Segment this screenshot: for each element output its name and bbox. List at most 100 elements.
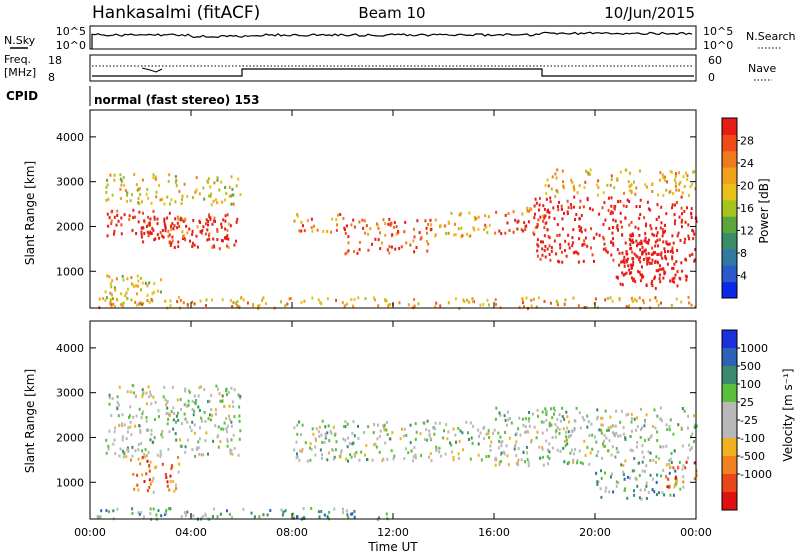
power-cell: [558, 200, 560, 204]
vel-cell: [457, 456, 460, 460]
vel-cell: [242, 507, 245, 511]
power-cell: [126, 199, 128, 203]
vel-cell: [186, 404, 189, 408]
power-cell: [582, 243, 585, 246]
power-cell: [628, 238, 631, 241]
power-cell: [543, 207, 546, 211]
power-cell: [595, 232, 598, 236]
vel-cell: [180, 515, 183, 519]
vel-cell: [586, 445, 589, 449]
vel-cell: [623, 489, 626, 492]
vel-cell: [118, 385, 121, 389]
vel-cell: [351, 442, 354, 446]
vel-cell: [128, 414, 131, 418]
vel-cell: [614, 424, 617, 428]
power-region-0: [106, 208, 173, 238]
power-cell: [344, 228, 346, 232]
vel-cell: [536, 408, 539, 412]
velocity-frame: [89, 320, 697, 520]
power-cell: [650, 227, 653, 231]
vel-cell: [578, 411, 581, 415]
power-cell: [427, 223, 430, 226]
power-cell: [300, 229, 303, 233]
velocity-colorbar-swatch: [722, 402, 737, 421]
power-cell: [661, 173, 664, 177]
vel-cell: [137, 488, 140, 492]
power-region-5: [293, 213, 345, 234]
power-cell: [610, 178, 613, 182]
power-cell: [181, 230, 184, 234]
vel-cell: [573, 452, 575, 456]
power-cell: [137, 197, 140, 200]
power-cell: [208, 232, 211, 236]
power-cell: [226, 234, 229, 238]
vel-cell: [641, 444, 644, 448]
power-cell: [649, 224, 652, 228]
vel-cell: [172, 406, 175, 410]
power-cell: [557, 205, 559, 208]
vel-cell: [624, 459, 627, 463]
power-cell: [644, 183, 647, 187]
power-cell: [539, 215, 542, 219]
vel-cell: [550, 423, 553, 427]
vel-cell: [588, 462, 591, 466]
vel-cell: [333, 433, 336, 437]
vel-cell: [141, 394, 144, 398]
vel-cell: [563, 460, 566, 464]
vel-cell: [198, 386, 201, 390]
vel-cell: [613, 434, 616, 438]
vel-cell: [197, 440, 200, 444]
vel-cell: [435, 448, 438, 452]
power-cell: [353, 297, 356, 301]
vel-cell: [312, 432, 315, 436]
power-cell: [664, 178, 666, 182]
power-cell: [126, 191, 129, 195]
vel-cell: [503, 414, 506, 418]
power-cell: [624, 241, 627, 245]
power-cell: [593, 236, 596, 240]
power-cell: [629, 263, 632, 267]
power-cell: [546, 247, 549, 251]
power-cell: [125, 291, 128, 295]
power-cell: [552, 206, 555, 210]
vel-cell: [360, 450, 363, 454]
power-cell: [417, 302, 420, 306]
power-cell: [615, 226, 618, 230]
power-cell: [105, 198, 108, 202]
vel-cell: [199, 426, 201, 430]
power-cell: [583, 239, 586, 243]
vel-cell: [200, 419, 203, 423]
vel-cell: [499, 413, 502, 417]
vel-cell: [152, 507, 155, 511]
vel-cell: [378, 450, 381, 454]
vel-cell: [384, 441, 387, 445]
power-cell: [207, 223, 209, 227]
vel-cell: [653, 490, 656, 494]
vel-cell: [385, 512, 388, 516]
vel-cell: [331, 448, 333, 452]
power-cell: [626, 198, 629, 202]
power-cell: [616, 248, 619, 252]
vel-cell: [604, 409, 607, 413]
power-cell: [119, 177, 122, 181]
power-cell: [182, 237, 184, 240]
power-cell: [591, 253, 594, 257]
vel-cell: [205, 431, 208, 435]
vel-cell: [174, 483, 177, 487]
power-cell: [553, 217, 556, 221]
vel-cell: [210, 394, 213, 397]
vel-cell: [674, 482, 677, 486]
power-cell: [171, 222, 174, 226]
vel-cell: [367, 425, 370, 429]
power-cell: [657, 269, 659, 273]
power-cell: [612, 237, 614, 241]
vel-cell: [450, 443, 453, 447]
power-cell: [639, 260, 642, 264]
power-cell: [641, 245, 644, 249]
vel-cell: [324, 425, 327, 429]
vel-cell: [339, 455, 342, 459]
power-cell: [667, 242, 669, 246]
power-cell: [635, 254, 638, 258]
power-cell: [164, 229, 167, 233]
vel-cell: [330, 431, 333, 435]
